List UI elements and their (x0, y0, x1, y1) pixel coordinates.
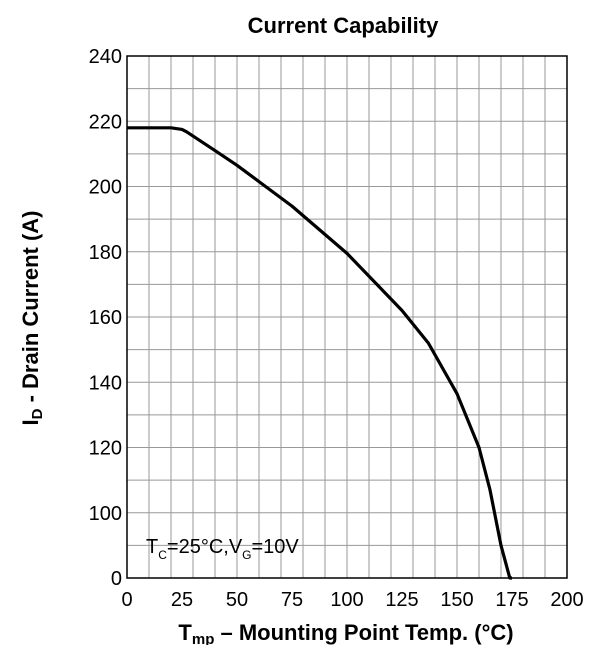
y-tick-label: 200 (89, 177, 122, 199)
annotation-conditions: TC=25°C,VG=10V (146, 536, 299, 562)
y-tick-label: 120 (89, 438, 122, 460)
y-tick-labels: 0 100 120 140 160 180 200 220 240 (89, 46, 122, 590)
x-tick-label: 75 (281, 589, 303, 611)
y-tick-label: 240 (89, 46, 122, 68)
y-tick-label: 140 (89, 372, 122, 394)
y-tick-label: 100 (89, 503, 122, 525)
y-axis-label: ID - Drain Current (A) (18, 211, 46, 426)
plot-frame (126, 55, 568, 579)
x-tick-label: 175 (495, 589, 528, 611)
chart-title: Current Capability (248, 13, 439, 38)
y-tick-label: 180 (89, 242, 122, 264)
y-tick-label: 160 (89, 307, 122, 329)
x-tick-label: 25 (171, 589, 193, 611)
x-tick-label: 0 (121, 589, 132, 611)
drain-current-curve (127, 126, 512, 580)
x-tick-label: 100 (330, 589, 363, 611)
y-tick-label: 0 (111, 568, 122, 590)
x-tick-label: 200 (550, 589, 583, 611)
x-tick-label: 125 (385, 589, 418, 611)
x-tick-label: 150 (440, 589, 473, 611)
x-axis-label: Tmp – Mounting Point Temp. (°C) (178, 620, 513, 645)
x-tick-label: 50 (226, 589, 248, 611)
x-tick-labels: 0 25 50 75 100 125 150 175 200 (121, 589, 583, 611)
y-tick-label: 220 (89, 111, 122, 133)
